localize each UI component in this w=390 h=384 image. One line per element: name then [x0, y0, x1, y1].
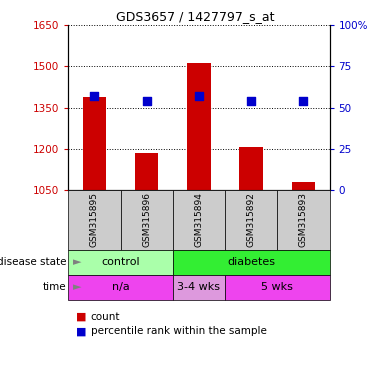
Bar [83, 96, 106, 190]
Point [91, 93, 98, 99]
Text: control: control [101, 257, 140, 267]
Text: percentile rank within the sample: percentile rank within the sample [91, 326, 267, 336]
Text: GSM315893: GSM315893 [299, 192, 308, 247]
Bar [187, 63, 211, 190]
Text: 3-4 wks: 3-4 wks [177, 282, 220, 292]
Text: GSM315894: GSM315894 [194, 192, 204, 247]
Text: GSM315895: GSM315895 [90, 192, 99, 247]
Text: diabetes: diabetes [227, 257, 275, 267]
Text: ►: ► [66, 257, 82, 267]
Text: n/a: n/a [112, 282, 129, 292]
Text: 5 wks: 5 wks [261, 282, 293, 292]
Bar [239, 147, 263, 190]
Point [144, 98, 150, 104]
Point [196, 93, 202, 99]
Point [248, 98, 254, 104]
Text: ►: ► [66, 282, 82, 292]
Text: GSM315896: GSM315896 [142, 192, 151, 247]
Bar [292, 182, 315, 190]
Text: count: count [91, 312, 121, 322]
Text: GSM315892: GSM315892 [246, 192, 256, 247]
Bar [135, 153, 158, 190]
Text: ■: ■ [76, 312, 87, 322]
Text: ■: ■ [76, 326, 87, 336]
Text: GDS3657 / 1427797_s_at: GDS3657 / 1427797_s_at [116, 10, 274, 23]
Text: disease state: disease state [0, 257, 66, 267]
Text: time: time [43, 282, 66, 292]
Point [300, 98, 307, 104]
